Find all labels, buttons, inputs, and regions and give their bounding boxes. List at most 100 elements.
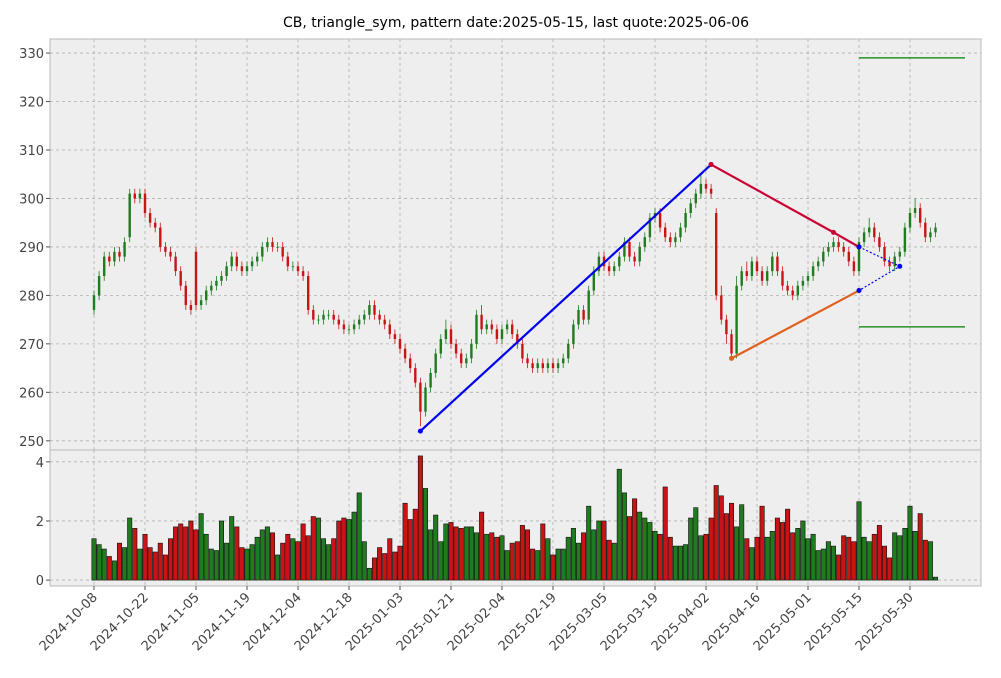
candle-body	[526, 358, 529, 364]
candle-body	[245, 266, 249, 272]
pattern-line	[419, 163, 712, 432]
volume-bar	[147, 547, 153, 581]
volume-bar	[540, 523, 546, 581]
candle-body	[628, 242, 631, 257]
candle-body	[358, 319, 361, 325]
candle-body	[715, 212, 718, 296]
volume-bar	[662, 486, 668, 581]
candle-body	[368, 305, 371, 315]
candle-body	[210, 285, 213, 291]
candle-body	[760, 271, 764, 281]
candle-body	[862, 232, 866, 243]
candle-body	[327, 314, 330, 316]
volume-bar	[530, 548, 536, 581]
candle-body	[286, 256, 289, 267]
y-tick-label: 0	[36, 574, 44, 589]
candle-body	[388, 324, 391, 335]
candle-body	[296, 266, 300, 272]
volume-bar	[402, 502, 408, 581]
candle-body	[806, 276, 810, 281]
volume-bar	[744, 538, 750, 581]
volume-bar	[922, 539, 928, 581]
candle-body	[434, 353, 437, 373]
volume-bar	[443, 523, 449, 581]
candle-body	[827, 246, 830, 252]
volume-bar	[254, 536, 260, 581]
volume-bar	[718, 495, 724, 581]
volume-bar	[285, 533, 291, 581]
volume-bar	[458, 528, 464, 581]
candle-body	[648, 217, 652, 238]
volume-bar	[473, 532, 479, 581]
volume-bar	[137, 548, 143, 581]
candle-body	[465, 358, 468, 364]
volume-bar	[601, 520, 607, 581]
volume-bar	[366, 567, 372, 581]
y-tick-label: 330	[19, 47, 44, 62]
volume-bar	[887, 557, 893, 581]
candle-body	[184, 285, 187, 306]
candle-body	[342, 324, 346, 330]
candle-body	[475, 314, 478, 344]
volume-bar	[173, 526, 179, 581]
volume-bar	[489, 532, 495, 581]
candle-body	[347, 329, 351, 331]
volume-bar	[565, 536, 571, 581]
volume-bar	[550, 554, 556, 581]
candle-body	[516, 334, 519, 344]
volume-bar	[764, 536, 770, 581]
candle-body	[352, 324, 356, 330]
pattern-point	[897, 263, 903, 269]
candle-body	[847, 251, 850, 262]
volume-bar	[693, 507, 699, 581]
candle-body	[567, 343, 570, 359]
volume-bar	[275, 554, 281, 581]
candle-body	[658, 212, 662, 228]
candle-body	[893, 256, 896, 267]
volume-bar	[586, 505, 592, 581]
candle-body	[419, 382, 422, 412]
candle-body	[822, 251, 825, 262]
volume-bar	[387, 538, 393, 581]
candle-body	[307, 276, 310, 310]
candle-body	[536, 363, 539, 369]
volume-bar	[290, 538, 296, 581]
candle-body	[108, 256, 111, 262]
volume-bar	[800, 520, 806, 581]
candle-body	[123, 242, 126, 257]
volume-bar	[581, 532, 587, 581]
volume-bar	[122, 547, 128, 581]
volume-bar	[484, 533, 490, 581]
candle-body	[837, 242, 840, 247]
volume-bar	[759, 505, 765, 581]
volume-bar	[397, 545, 403, 581]
pattern-point	[708, 162, 714, 168]
candle-body	[699, 183, 703, 194]
volume-bar	[667, 536, 673, 581]
volume-bar	[412, 508, 418, 581]
candle-body	[250, 261, 254, 267]
candle-body	[801, 280, 805, 286]
candle-body	[118, 251, 121, 257]
volume-bar	[346, 519, 352, 581]
volume-bar	[132, 528, 138, 581]
volume-bar	[320, 538, 326, 581]
volume-bar	[575, 542, 581, 581]
candle-body	[414, 368, 417, 383]
candle-body	[398, 339, 402, 349]
volume-bar	[790, 532, 796, 581]
volume-bar	[101, 548, 107, 581]
candle-body	[138, 193, 142, 199]
candle-body	[607, 266, 611, 272]
volume-bar	[264, 526, 270, 581]
candle-body	[776, 256, 779, 272]
candle-body	[883, 246, 886, 262]
volume-bar	[300, 523, 306, 581]
volume-bar	[198, 513, 204, 581]
volume-bar	[259, 529, 265, 581]
candle-body	[97, 276, 101, 296]
volume-bar	[805, 538, 811, 581]
candle-body	[271, 242, 274, 247]
volume-bar	[111, 560, 117, 581]
candle-body	[194, 251, 198, 306]
